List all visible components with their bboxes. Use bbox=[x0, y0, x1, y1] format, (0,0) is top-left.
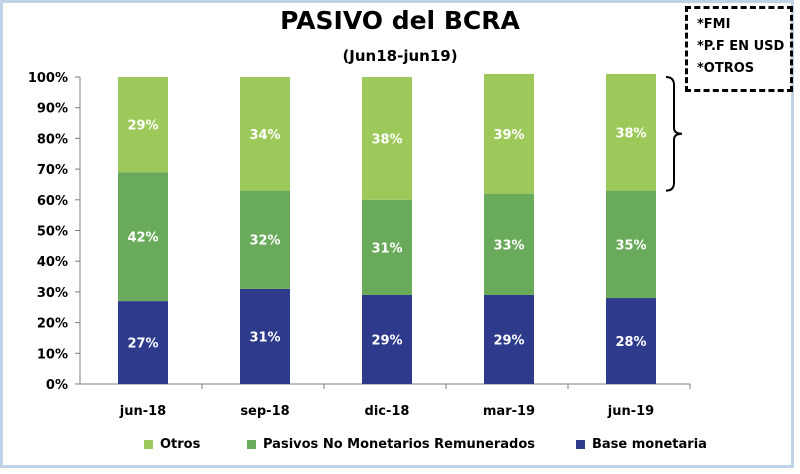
data-label: 29% bbox=[127, 119, 158, 134]
data-label: 27% bbox=[127, 337, 158, 352]
y-tick-label: 60% bbox=[37, 194, 68, 209]
legend-label-pasivos: Pasivos No Monetarios Remunerados bbox=[263, 437, 535, 452]
data-label: 31% bbox=[371, 241, 402, 256]
bar-pasivos-no-monetarios-remunerados-sep-18 bbox=[240, 190, 290, 289]
legend-item-otros: Otros bbox=[144, 437, 200, 452]
data-label: 33% bbox=[493, 238, 524, 253]
data-label: 28% bbox=[615, 335, 646, 350]
legend-swatch-otros bbox=[144, 440, 153, 449]
bar-otros-jun-18 bbox=[118, 77, 168, 173]
y-tick-label: 50% bbox=[37, 225, 68, 240]
data-label: 32% bbox=[249, 234, 280, 249]
y-tick-label: 30% bbox=[37, 286, 68, 301]
note-line-otros: *OTROS bbox=[697, 61, 755, 76]
chart-subtitle: (Jun18-jun19) bbox=[342, 47, 458, 65]
brace-otros bbox=[665, 76, 683, 192]
note-line-fmi: *FMI bbox=[697, 17, 731, 32]
bar-otros-mar-19 bbox=[484, 73, 534, 194]
x-tick-label: mar-19 bbox=[483, 404, 535, 419]
y-tick-label: 20% bbox=[37, 317, 68, 332]
y-tick-label: 90% bbox=[37, 102, 68, 117]
data-label: 38% bbox=[371, 132, 402, 147]
bar-pasivos-no-monetarios-remunerados-jun-18 bbox=[118, 172, 168, 302]
bar-otros-jun-19 bbox=[606, 73, 656, 191]
note-line-pf-usd: *P.F EN USD bbox=[697, 39, 785, 54]
data-label: 38% bbox=[615, 126, 646, 141]
legend-swatch-pasivos bbox=[247, 440, 256, 449]
data-label: 42% bbox=[127, 231, 158, 246]
y-tick-label: 10% bbox=[37, 347, 68, 362]
y-tick-label: 80% bbox=[37, 132, 68, 147]
bar-base-monetaria-dic-18 bbox=[362, 294, 412, 384]
legend-item-base-monetaria: Base monetaria bbox=[576, 437, 707, 452]
y-tick-label: 100% bbox=[28, 71, 68, 86]
chart-title: PASIVO del BCRA bbox=[280, 6, 520, 35]
data-label: 29% bbox=[371, 333, 402, 348]
bar-base-monetaria-jun-18 bbox=[118, 301, 168, 384]
legend-label-base: Base monetaria bbox=[592, 437, 707, 452]
x-tick-label: dic-18 bbox=[365, 404, 410, 419]
legend-swatch-base bbox=[576, 440, 585, 449]
data-label: 34% bbox=[249, 128, 280, 143]
data-label: 35% bbox=[615, 238, 646, 253]
y-tick-label: 0% bbox=[46, 378, 68, 393]
bar-base-monetaria-sep-18 bbox=[240, 288, 290, 384]
bar-base-monetaria-jun-19 bbox=[606, 298, 656, 384]
bar-pasivos-no-monetarios-remunerados-jun-19 bbox=[606, 190, 656, 299]
y-tick-label: 40% bbox=[37, 255, 68, 270]
data-label: 31% bbox=[249, 330, 280, 345]
bar-otros-dic-18 bbox=[362, 77, 412, 200]
x-tick-label: sep-18 bbox=[240, 404, 289, 419]
data-label: 29% bbox=[493, 333, 524, 348]
otros-note-box: *FMI *P.F EN USD *OTROS bbox=[685, 6, 793, 92]
x-tick-label: jun-18 bbox=[119, 404, 166, 419]
bar-pasivos-no-monetarios-remunerados-mar-19 bbox=[484, 193, 534, 295]
x-tick-label: jun-19 bbox=[607, 404, 654, 419]
y-tick-label: 70% bbox=[37, 163, 68, 178]
data-label: 39% bbox=[493, 128, 524, 143]
legend-item-pasivos-no-monetarios: Pasivos No Monetarios Remunerados bbox=[247, 437, 535, 452]
bar-base-monetaria-mar-19 bbox=[484, 294, 534, 384]
bar-pasivos-no-monetarios-remunerados-dic-18 bbox=[362, 199, 412, 295]
bar-otros-sep-18 bbox=[240, 77, 290, 191]
legend: Otros Pasivos No Monetarios Remunerados … bbox=[0, 437, 800, 459]
legend-label-otros: Otros bbox=[160, 437, 201, 452]
